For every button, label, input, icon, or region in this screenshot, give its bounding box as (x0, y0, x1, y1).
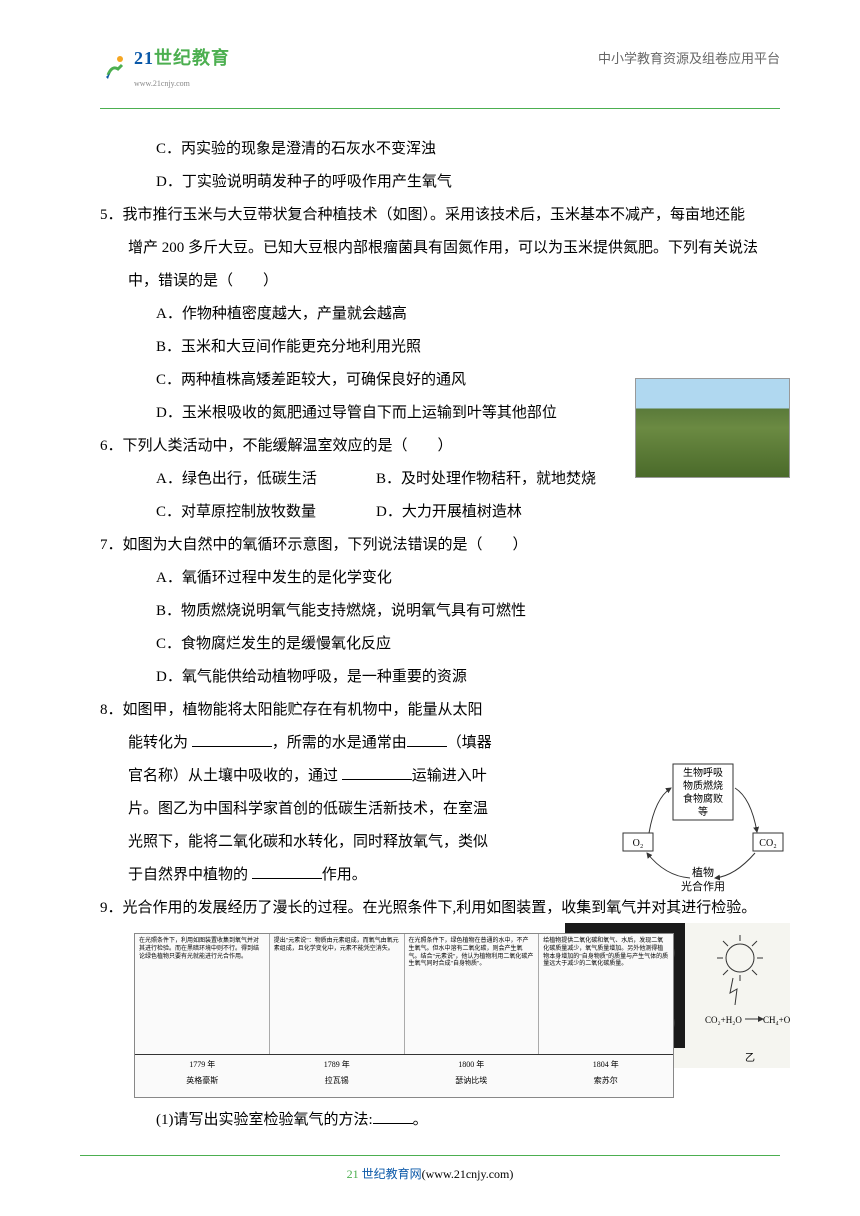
tl-year-0: 1779 年 英格豪斯 (135, 1055, 270, 1089)
logo-num: 21 (134, 48, 154, 68)
q5-stem-line2: 增产 200 多斤大豆。已知大豆根内部根瘤菌具有固氮作用，可以为玉米提供氮肥。下… (100, 232, 780, 265)
timeline-panels: 在光照条件下，利用如图装置收集到氧气并对其进行检验。而在黑暗环境中则不行。得到结… (135, 934, 673, 1054)
q9-sub1-text: (1)请写出实验室检验氧气的方法: (156, 1112, 373, 1128)
q7-option-d: D．氧气能供给动植物呼吸，是一种重要的资源 (100, 661, 780, 694)
logo-area: 21世纪教育 www.21cnjy.com (100, 40, 230, 92)
logo-rest: 世纪教育 (154, 48, 230, 68)
q4-option-c: C．丙实验的现象是澄清的石灰水不变浑浊 (100, 133, 780, 166)
q8-l3a: 官名称）从土壤中吸收的，通过 (128, 768, 342, 784)
tl-y2: 1800 年 (404, 1057, 539, 1073)
tl-panel-3: 给植物提供二氧化碳和氧气、水后，发现二氧化碳质量减少，氧气质量增加。另外他测得植… (539, 934, 673, 1054)
tl-n0: 英格豪斯 (135, 1073, 270, 1089)
q8-number: 8． (100, 694, 123, 727)
blank-1 (192, 732, 272, 747)
q4-option-d: D．丁实验说明萌发种子的呼吸作用产生氧气 (100, 166, 780, 199)
blank-2 (407, 732, 447, 747)
q6-row2: C．对草原控制放牧数量 D．大力开展植树造林 (100, 496, 780, 529)
tl-y1: 1789 年 (270, 1057, 405, 1073)
oxygen-cycle-diagram: 生物呼吸 物质燃烧 食物腐败 等 O₂ CO₂ 植物 光合作用 (615, 758, 790, 898)
timeline-axis: 1779 年 英格豪斯 1789 年 拉瓦锡 1800 年 瑟讷比埃 1804 … (135, 1054, 673, 1089)
footer-divider (80, 1155, 780, 1156)
logo-url: www.21cnjy.com (134, 76, 230, 92)
q8-l3b: 运输进入叶 (412, 768, 487, 784)
cycle-top-l2: 物质燃烧 (683, 779, 723, 792)
blank-4 (252, 864, 322, 879)
q7-option-b: B．物质燃烧说明氧气能支持燃烧，说明氧气具有可燃性 (100, 595, 780, 628)
q6-option-c: C．对草原控制放牧数量 (156, 496, 376, 529)
q7-number: 7． (100, 529, 123, 562)
footer-url: (www.21cnjy.com) (422, 1167, 514, 1181)
q8-l2b: ，所需的水是通常由 (272, 735, 407, 751)
q8-l6b: 作用。 (322, 867, 367, 883)
logo-title: 21世纪教育 (134, 40, 230, 76)
header-right-text: 中小学教育资源及组卷应用平台 (598, 46, 780, 72)
tl-panel-1: 提出"元素说"：物质由元素组成，而氧气由氧元素组成，且化学变化中，元素不能凭空消… (270, 934, 405, 1054)
q6-stem-text: 下列人类活动中，不能缓解温室效应的是（ ） (123, 438, 453, 454)
q6-option-d: D．大力开展植树造林 (376, 496, 522, 529)
q7-stem-text: 如图为大自然中的氧循环示意图，下列说法错误的是（ ） (123, 537, 528, 553)
q5-stem-line3: 中，错误的是（ ） (100, 265, 780, 298)
footer-brand-blue: 世纪教育网 (359, 1167, 422, 1181)
page-header: 21世纪教育 www.21cnjy.com 中小学教育资源及组卷应用平台 (100, 40, 780, 92)
q8-l1a: 如图甲，植物能将太阳能贮存在有机物中，能量从太阳 (123, 702, 483, 718)
cycle-co2: CO₂ (759, 838, 776, 849)
q7-stem: 7．如图为大自然中的氧循环示意图，下列说法错误的是（ ） (100, 529, 780, 562)
tl-n3: 索苏尔 (539, 1073, 674, 1089)
page-footer: 21 世纪教育网(www.21cnjy.com) (0, 1155, 860, 1186)
tl-y3: 1804 年 (539, 1057, 674, 1073)
tl-panel-2: 在光照条件下，绿色植物在普通的水中，不产生氧气。但水中溶有二氧化碳，则会产生氧气… (405, 934, 540, 1054)
blank-5 (373, 1109, 413, 1124)
q6-option-a: A．绿色出行，低碳生活 (156, 463, 376, 496)
cycle-top-l4: 等 (698, 805, 708, 818)
q9-sub1: (1)请写出实验室检验氧气的方法: 。 (100, 1104, 780, 1137)
q5-option-a: A．作物种植密度越大，产量就会越高 (100, 298, 780, 331)
svg-text:乙: 乙 (745, 1052, 755, 1064)
timeline-diagram: 在光照条件下，利用如图装置收集到氧气并对其进行检验。而在黑暗环境中则不行。得到结… (134, 933, 674, 1098)
tl-n1: 拉瓦锡 (270, 1073, 405, 1089)
corn-field-image (635, 378, 790, 478)
tl-year-1: 1789 年 拉瓦锡 (270, 1055, 405, 1089)
tl-year-2: 1800 年 瑟讷比埃 (404, 1055, 539, 1089)
cycle-top-l3: 食物腐败 (683, 792, 723, 805)
q8-line1: 8．如图甲，植物能将太阳能贮存在有机物中，能量从太阳 (100, 694, 780, 727)
blank-3 (342, 765, 412, 780)
q5-number: 5． (100, 199, 123, 232)
header-divider (100, 108, 780, 109)
q5-stem1: 我市推行玉米与大豆带状复合种植技术（如图）。采用该技术后，玉米基本不减产，每亩地… (123, 207, 746, 223)
cycle-photosyn: 光合作用 (681, 879, 725, 893)
svg-text:CO₂+H₂O: CO₂+H₂O (705, 1015, 742, 1025)
tl-panel-0: 在光照条件下，利用如图装置收集到氧气并对其进行检验。而在黑暗环境中则不行。得到结… (135, 934, 270, 1054)
q8-l6a: 于自然界中植物的 (128, 867, 252, 883)
q7-option-a: A．氧循环过程中发生的是化学变化 (100, 562, 780, 595)
svg-text:CH₄+O₂: CH₄+O₂ (763, 1015, 790, 1025)
q7-option-c: C．食物腐烂发生的是缓慢氧化反应 (100, 628, 780, 661)
footer-brand-green: 21 (347, 1167, 359, 1181)
q8-line2: 能转化为 ，所需的水是通常由 （填器 (100, 727, 780, 760)
q9-number: 9． (100, 892, 123, 925)
tl-n2: 瑟讷比埃 (404, 1073, 539, 1089)
tl-y0: 1779 年 (135, 1057, 270, 1073)
q8-l2c: （填器 (447, 735, 492, 751)
q6-option-b: B．及时处理作物秸秆，就地焚烧 (376, 463, 596, 496)
q8-l2a: 能转化为 (128, 735, 192, 751)
q6-number: 6． (100, 430, 123, 463)
logo-icon (100, 51, 130, 81)
cycle-plant: 植物 (692, 865, 714, 879)
q5-option-b: B．玉米和大豆间作能更充分地利用光照 (100, 331, 780, 364)
tl-year-3: 1804 年 索苏尔 (539, 1055, 674, 1089)
cycle-top-l1: 生物呼吸 (683, 766, 723, 779)
cycle-o2: O₂ (633, 838, 644, 849)
q9-sub1-end: 。 (413, 1112, 428, 1128)
content-area: C．丙实验的现象是澄清的石灰水不变浑浊 D．丁实验说明萌发种子的呼吸作用产生氧气… (100, 133, 780, 1137)
q9-stem-text: 光合作用的发展经历了漫长的过程。在光照条件下,利用如图装置，收集到氧气并对其进行… (123, 900, 757, 916)
logo-text: 21世纪教育 www.21cnjy.com (134, 40, 230, 92)
q5-stem-line1: 5．我市推行玉米与大豆带状复合种植技术（如图）。采用该技术后，玉米基本不减产，每… (100, 199, 780, 232)
